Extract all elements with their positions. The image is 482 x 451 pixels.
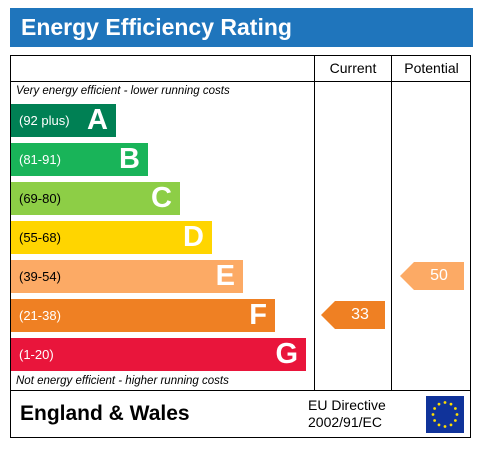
flag-star [437,423,441,427]
band-f: (21-38) F [11,299,275,332]
flag-star [455,413,459,416]
footer: England & Wales EU Directive 2002/91/EC [10,391,471,438]
band-g: (1-20) G [11,338,306,371]
band-d-letter: D [183,221,204,253]
directive-line-1: EU Directive [308,397,386,413]
band-b: (81-91) B [11,143,148,176]
band-e-range: (39-54) [19,269,61,284]
band-d-range: (55-68) [19,230,61,245]
band-a-range: (92 plus) [19,113,70,128]
directive-line-2: 2002/91/EC [308,414,382,430]
flag-star [449,402,453,406]
band-e-letter: E [215,260,235,292]
eu-directive: EU Directive 2002/91/EC [308,397,386,431]
flag-star [433,407,437,410]
region-label: England & Wales [20,402,190,425]
band-g-range: (1-20) [19,347,54,362]
band-e: (39-54) E [11,260,243,293]
rating-table [10,55,471,391]
potential-column-header: Potential [404,60,459,76]
band-c: (69-80) C [11,182,180,215]
band-g-letter: G [275,338,298,370]
flag-star [449,423,453,427]
potential-column-divider [391,55,392,391]
current-column-header: Current [329,60,377,76]
flag-star [431,413,435,416]
band-a-letter: A [87,104,108,136]
band-d: (55-68) D [11,221,212,254]
band-b-range: (81-91) [19,152,61,167]
band-f-letter: F [249,299,267,331]
eu-flag-icon [426,396,464,433]
potential-rating-arrow: 50 [400,262,464,290]
flag-star [437,402,441,406]
band-c-letter: C [151,182,172,214]
flag-star [433,419,437,422]
header-divider [10,81,471,82]
band-c-range: (69-80) [19,191,61,206]
band-b-letter: B [119,143,140,175]
current-rating-value: 33 [351,306,369,323]
note-efficient: Very energy efficient - lower running co… [16,85,230,97]
band-f-range: (21-38) [19,308,61,323]
flag-star [453,419,457,422]
page-title: Energy Efficiency Rating [10,8,473,47]
current-arrow-shape [321,301,385,329]
flag-star [453,407,457,410]
current-rating-arrow: 33 [321,301,385,329]
potential-arrow-shape [400,262,464,290]
potential-rating-value: 50 [430,267,448,284]
flag-star [443,425,447,428]
band-a: (92 plus) A [11,104,116,137]
flag-star [443,401,447,404]
note-inefficient: Not energy efficient - higher running co… [16,375,229,387]
current-column-divider [314,55,315,391]
